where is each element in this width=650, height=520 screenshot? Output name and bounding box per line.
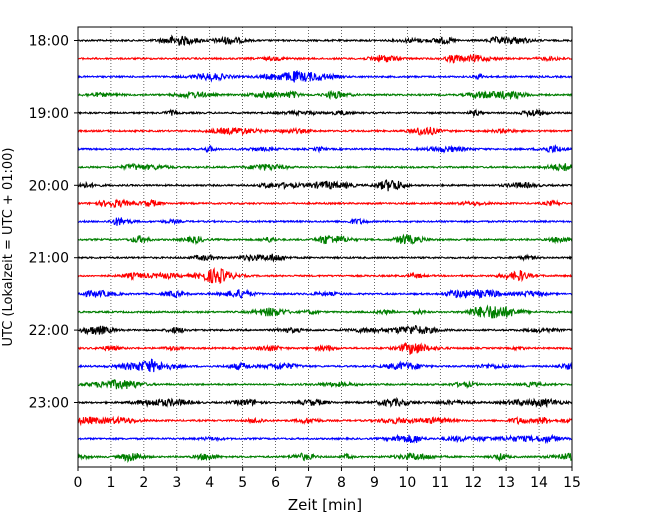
x-tick-label: 4 — [205, 475, 214, 491]
seismic-traces — [77, 34, 573, 464]
y-axis-ticks: 18:00 19:00 20:00 21:00 22:00 23:00 — [29, 34, 78, 412]
x-tick-label: 8 — [337, 475, 346, 491]
plot-frame — [77, 26, 573, 468]
seismic-trace — [77, 304, 573, 319]
x-tick-label: 12 — [464, 475, 482, 491]
seismic-trace — [77, 108, 573, 118]
seismic-trace — [77, 126, 573, 137]
seismic-trace — [77, 216, 573, 226]
seismic-trace — [77, 198, 573, 209]
y-tick-label: 19:00 — [29, 106, 69, 122]
x-tick-label: 9 — [370, 475, 379, 491]
seismic-trace — [77, 162, 573, 172]
x-tick-label: 3 — [172, 475, 181, 491]
seismic-trace — [77, 233, 573, 246]
seismic-trace — [77, 379, 573, 390]
y-tick-label: 20:00 — [29, 178, 69, 194]
x-tick-label: 14 — [530, 475, 548, 491]
seismic-trace — [77, 288, 573, 299]
seismic-trace — [77, 266, 573, 285]
x-tick-label: 2 — [139, 475, 148, 491]
seismic-trace — [77, 34, 573, 46]
seismic-trace — [77, 452, 573, 464]
x-tick-label: 0 — [74, 475, 83, 491]
grid-lines — [110, 27, 540, 467]
y-axis-label: UTC (Lokalzeit = UTC + 01:00) — [1, 148, 16, 347]
seismic-trace — [77, 53, 573, 64]
x-tick-label: 6 — [271, 475, 280, 491]
seismic-trace — [77, 358, 573, 373]
y-tick-label: 18:00 — [29, 34, 69, 50]
plot-area — [78, 27, 572, 467]
x-axis-label: Zeit [min] — [288, 496, 362, 514]
seismic-trace — [77, 179, 573, 192]
x-tick-label: 1 — [106, 475, 115, 491]
seismic-trace — [77, 396, 573, 409]
seismic-trace — [77, 433, 573, 445]
seismic-trace — [77, 415, 573, 427]
y-tick-label: 21:00 — [29, 251, 69, 267]
x-tick-label: 11 — [431, 475, 449, 491]
seismic-trace — [77, 253, 573, 263]
x-tick-label: 5 — [238, 475, 247, 491]
seismic-trace — [77, 341, 573, 356]
seismic-trace — [77, 144, 573, 154]
seismic-trace — [77, 89, 573, 101]
x-axis-ticks: 0 1 2 3 4 5 6 7 8 9 10 11 12 13 14 15 — [74, 467, 581, 491]
x-tick-label: 15 — [563, 475, 581, 491]
x-tick-label: 7 — [304, 475, 313, 491]
seismic-trace — [77, 70, 573, 83]
x-tick-label: 13 — [497, 475, 515, 491]
y-tick-label: 22:00 — [29, 323, 69, 339]
y-tick-label: 23:00 — [29, 396, 69, 412]
seismic-trace — [77, 324, 573, 336]
x-tick-label: 10 — [398, 475, 416, 491]
